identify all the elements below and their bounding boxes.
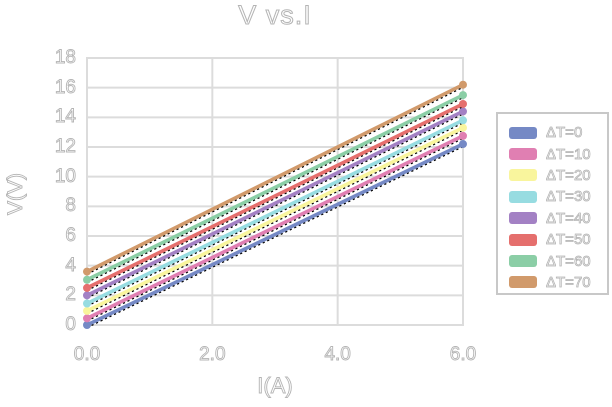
y-tick-label: 16 [54, 76, 76, 98]
y-tick-label: 12 [54, 136, 76, 158]
legend-swatch [509, 148, 537, 161]
fit-line [86, 86, 464, 275]
legend-label: ΔT=20 [546, 166, 591, 185]
legend-label: ΔT=50 [546, 231, 591, 249]
legend-label: ΔT=70 [546, 273, 591, 292]
x-tick-label: 6.0 [449, 344, 477, 366]
legend-swatch [509, 190, 537, 203]
data-point [83, 267, 91, 276]
data-point [83, 275, 91, 284]
legend-label: ΔT=0 [546, 124, 583, 142]
x-tick-label: 0.0 [73, 344, 101, 366]
legend-item: ΔT=10 [509, 143, 607, 164]
legend-label: ΔT=40 [546, 209, 591, 227]
y-tick-label: 4 [65, 254, 76, 276]
legend-label: ΔT=60 [546, 252, 591, 270]
data-point [83, 306, 91, 315]
data-point [83, 321, 91, 329]
legend-swatch [509, 169, 537, 182]
series-line [85, 125, 465, 313]
data-point [83, 291, 91, 300]
series-line [85, 134, 465, 321]
legend: ΔT=0 ΔT=10 ΔT=20 ΔT=30 ΔT=40 ΔT=50 ΔT=60 ΔT=70 [496, 112, 609, 295]
legend-item: ΔT=40 [509, 208, 607, 229]
series-line [85, 102, 465, 290]
data-point [83, 299, 91, 308]
x-tick-label: 2.0 [199, 344, 226, 366]
fit-line [86, 129, 464, 315]
legend-item: ΔT=50 [509, 229, 607, 250]
fit-line [86, 105, 464, 292]
series-line [85, 118, 465, 306]
data-point [459, 107, 467, 116]
legend-item: ΔT=70 [509, 272, 607, 293]
legend-swatch [509, 255, 537, 268]
legend-swatch [509, 212, 537, 225]
data-point [459, 140, 467, 149]
fit-line [86, 97, 464, 283]
y-tick-label: 10 [54, 165, 76, 187]
data-point [459, 80, 467, 89]
legend-label: ΔT=10 [546, 145, 591, 163]
y-tick-label: 2 [65, 284, 76, 306]
data-point [83, 314, 91, 323]
legend-swatch [509, 233, 537, 246]
data-point [83, 283, 91, 292]
x-axis-label: I(A) [257, 373, 293, 399]
legend-item: ΔT=60 [509, 250, 607, 271]
legend-item: ΔT=0 [509, 122, 607, 143]
legend-item: ΔT=30 [509, 186, 607, 207]
y-tick-label: 0 [65, 314, 76, 336]
y-tick-label: 8 [65, 195, 76, 217]
series-line [85, 93, 465, 282]
y-tick-label: 6 [65, 225, 76, 247]
legend-item: ΔT=20 [509, 165, 607, 186]
y-tick-label: 18 [54, 47, 76, 69]
chart-title: V vs.I [238, 0, 312, 31]
x-tick-label: 4.0 [324, 344, 351, 366]
series-line [85, 109, 465, 298]
legend-swatch [509, 276, 537, 289]
data-point [459, 123, 467, 132]
series-line [85, 142, 465, 327]
legend-label: ΔT=30 [546, 188, 591, 206]
data-point [459, 131, 467, 140]
fit-line [86, 146, 464, 329]
y-tick-label: 14 [54, 106, 76, 128]
data-point [459, 99, 467, 108]
data-point [459, 91, 467, 100]
legend-swatch [509, 126, 537, 139]
fit-line [86, 137, 464, 322]
data-point [459, 116, 467, 125]
series-line [85, 82, 465, 274]
fit-line [86, 122, 464, 307]
